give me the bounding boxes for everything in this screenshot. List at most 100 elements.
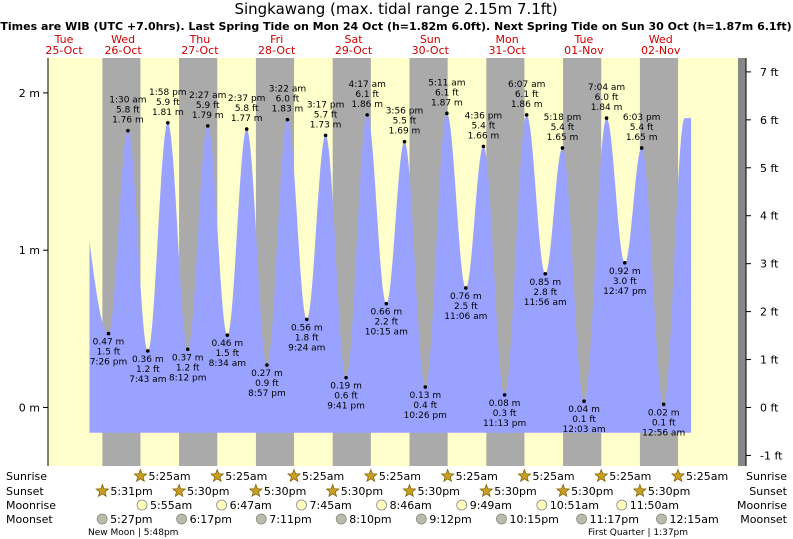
low-tide-label: 0.27 m (251, 369, 283, 379)
high-tide-point (244, 127, 249, 131)
low-tide-label: 0.85 m (529, 278, 561, 288)
sunrise-row-title-right: Sunrise (746, 470, 787, 483)
low-tide-label: 9:41 pm (327, 402, 365, 412)
high-tide-point (166, 120, 170, 125)
day-date-label: 27-Oct (181, 44, 219, 57)
moonset-time-label: 7:11pm (269, 513, 311, 526)
high-tide-label: 1.66 m (468, 131, 500, 141)
sunrise-time-label: 5:25am (456, 470, 498, 483)
moonset-moon-icon (176, 513, 187, 525)
tide-labels: 0.47 m1.5 ft7:26 pm1:30 am5.8 ft1.76 m0.… (90, 78, 686, 438)
high-tide-label: 2:37 pm (228, 94, 266, 104)
moonrise-row-title-right: Moonrise (737, 499, 787, 512)
high-tide-point (402, 139, 407, 144)
low-tide-point (106, 331, 111, 336)
moonset-time-label: 10:15pm (510, 513, 559, 526)
sunrise-sun-icon (517, 468, 532, 483)
high-tide-label: 5:18 pm (544, 113, 582, 123)
high-tide-label: 6.1 ft (355, 90, 379, 100)
moonrise-moon-icon (456, 499, 468, 511)
high-tide-point (481, 144, 486, 149)
day-date-label: 28-Oct (258, 44, 296, 57)
day-date-label: 02-Nov (641, 44, 681, 57)
low-tide-label: 11:56 am (524, 298, 567, 308)
y-tick-label-m: 1 m (19, 244, 40, 257)
low-tide-label: 0.36 m (132, 355, 164, 365)
sunset-sun-icon (248, 483, 264, 498)
sunset-row-title: Sunset (6, 485, 44, 498)
sunrise-row-title: Sunrise (6, 470, 47, 483)
high-tide-label: 1.77 m (231, 114, 263, 124)
tide-layer (89, 113, 692, 433)
sunrise-time-label: 5:25am (225, 470, 267, 483)
high-tide-point (639, 146, 644, 150)
tide-area (89, 113, 692, 433)
low-tide-point (265, 363, 269, 367)
high-tide-label: 1.76 m (112, 116, 144, 126)
high-tide-label: 5.5 ft (393, 117, 417, 127)
moonrise-moon-icon (136, 499, 148, 511)
sunrise-sun-icon (287, 468, 302, 483)
low-tide-label: 0.4 ft (413, 401, 437, 411)
high-tide-label: 5.9 ft (196, 101, 220, 111)
low-tide-label: 8:12 pm (169, 373, 207, 383)
low-tide-label: 0.19 m (330, 382, 362, 392)
low-tide-label: 1.2 ft (176, 363, 200, 373)
day-name-label: Thu (189, 33, 211, 46)
sunrise-time-label: 5:25am (379, 470, 421, 483)
moonset-moon-icon (335, 513, 347, 525)
high-tide-label: 1.87 m (431, 98, 463, 108)
low-tide-label: 1.2 ft (136, 365, 160, 375)
low-tide-label: 0.1 ft (572, 415, 596, 425)
sunset-sun-icon (479, 483, 494, 498)
astronomy-rows: Sunrise Sunrise 5:25am 5:25am 5:25am 5:25am 5:… (6, 468, 788, 538)
low-tide-point (622, 260, 627, 265)
day-name-label: Mon (495, 33, 518, 46)
day-name-label: Tue (54, 33, 74, 46)
day-date-label: 01-Nov (564, 44, 604, 57)
low-tide-point (543, 271, 548, 276)
high-tide-label: 5:11 am (428, 78, 465, 88)
sunrise-time-label: 5:25am (609, 470, 651, 483)
high-tide-label: 4:17 am (349, 80, 386, 90)
sunset-time-label: 5:30pm (187, 485, 229, 498)
moonrise-moon-icon (296, 499, 307, 511)
moonset-time-label: 8:10pm (349, 513, 391, 526)
high-tide-label: 6.0 ft (595, 93, 619, 103)
moonrise-moon-icon (376, 499, 387, 511)
moon-phase-name: First Quarter (588, 528, 645, 538)
low-tide-point (146, 349, 150, 353)
moonrise-moon-icon (536, 499, 548, 511)
low-tide-label: 9:24 am (288, 343, 325, 353)
low-tide-label: 10:15 am (365, 328, 408, 338)
high-tide-label: 5.8 ft (235, 104, 259, 114)
low-tide-label: 0.46 m (211, 339, 243, 349)
low-tide-point (225, 333, 230, 337)
high-tide-label: 5.9 ft (156, 98, 180, 108)
low-tide-label: 0.92 m (609, 267, 641, 277)
high-tide-label: 6:07 am (508, 80, 545, 90)
high-tide-point (205, 124, 210, 128)
y-tick-label-m: 2 m (19, 87, 40, 100)
moonset-time-label: 12:15am (670, 513, 719, 526)
high-tide-label: 1:58 pm (149, 88, 187, 98)
high-tide-label: 1.84 m (591, 103, 623, 113)
high-tide-label: 1.81 m (152, 108, 184, 118)
low-tide-label: 7:26 pm (90, 358, 128, 368)
moonrise-time-label: 7:45am (310, 499, 352, 512)
low-tide-label: 0.08 m (489, 399, 521, 409)
low-tide-label: 10:26 pm (404, 411, 447, 421)
high-tide-point (604, 116, 609, 120)
moonset-moon-icon (255, 513, 267, 525)
low-tide-label: 1.8 ft (295, 333, 319, 343)
low-tide-point (464, 286, 468, 290)
y-tick-label-ft: 3 ft (760, 258, 779, 271)
chart-subtitle: Times are WIB (UTC +7.0hrs). Last Spring… (0, 20, 791, 33)
moonset-moon-icon (576, 513, 587, 525)
high-tide-label: 3:17 pm (307, 100, 345, 110)
moon-phase-label: First Quarter | 1:37pm (588, 528, 688, 538)
high-tide-label: 1.86 m (351, 100, 383, 110)
low-tide-point (384, 301, 389, 306)
low-tide-label: 8:57 pm (248, 389, 286, 399)
low-tide-label: 12:47 pm (603, 287, 646, 297)
